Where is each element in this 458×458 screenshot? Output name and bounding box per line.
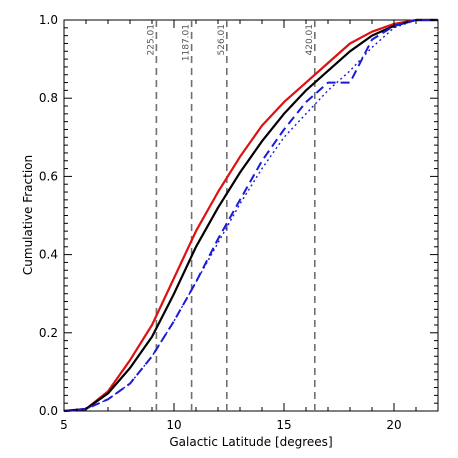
- x-tick-label: 5: [60, 418, 68, 432]
- y-tick-label: 0.0: [39, 404, 58, 418]
- data-series: [63, 18, 438, 413]
- series-line-solid: [63, 18, 438, 413]
- x-tick-label: 20: [386, 418, 401, 432]
- series-line-dotted: [63, 19, 438, 412]
- series-line-dashed: [63, 19, 438, 412]
- y-tick-label: 1.0: [39, 13, 58, 27]
- y-tick-label: 0.6: [39, 169, 58, 183]
- x-tick-label: 10: [166, 418, 181, 432]
- vertical-line-label: 225.01: [146, 24, 156, 56]
- y-tick-label: 0.2: [39, 326, 58, 340]
- vertical-reference-lines: 225.01 1187.01 526.01 420.01: [146, 20, 316, 411]
- x-axis-title: Galactic Latitude [degrees]: [169, 435, 332, 449]
- y-axis-title: Cumulative Fraction: [21, 155, 35, 275]
- vertical-line-label: 526.01: [217, 24, 227, 56]
- vertical-line-label: 1187.01: [182, 24, 192, 61]
- axis-ticks: 5 10 15 20 0.0 0.2 0.4 0.6 0.8 1.0: [39, 13, 439, 432]
- series-line-solid: [63, 18, 438, 413]
- y-tick-label: 0.4: [39, 248, 58, 262]
- vertical-line-label: 420.01: [305, 24, 315, 56]
- x-tick-label: 15: [276, 418, 291, 432]
- y-tick-label: 0.8: [39, 91, 58, 105]
- plot-frame: [63, 19, 439, 412]
